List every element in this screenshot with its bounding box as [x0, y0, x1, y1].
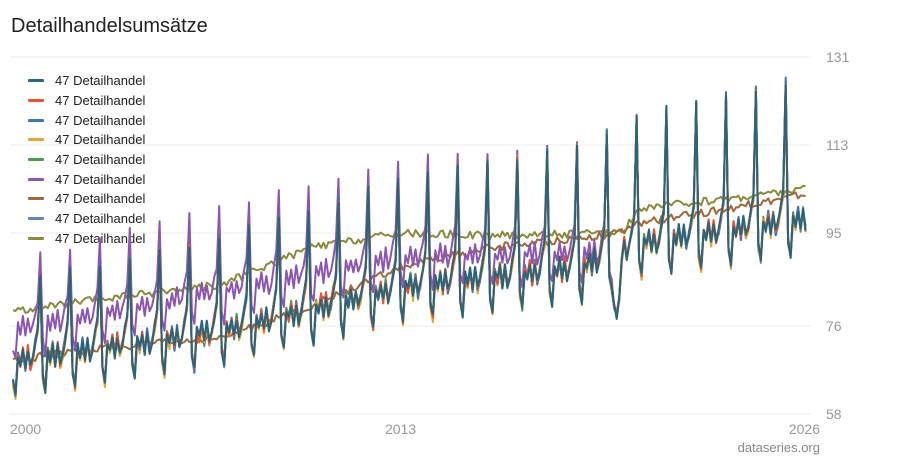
legend-item[interactable]: 47 Detailhandel — [28, 130, 145, 150]
legend-swatch — [28, 99, 44, 103]
series-line — [12, 84, 807, 395]
gridlines — [10, 56, 812, 415]
y-tick-label: 76 — [826, 318, 842, 334]
legend-swatch — [28, 158, 44, 162]
legend-item[interactable]: 47 Detailhandel — [28, 189, 145, 209]
legend-swatch — [28, 236, 44, 240]
legend-item[interactable]: 47 Detailhandel — [28, 209, 145, 229]
legend-item[interactable]: 47 Detailhandel — [28, 169, 145, 189]
y-tick-label: 95 — [826, 225, 842, 241]
y-tick-label: 58 — [826, 406, 842, 422]
series-lines — [12, 76, 807, 400]
x-tick-label: 2000 — [10, 421, 41, 437]
y-tick-label: 113 — [826, 137, 849, 153]
legend-label: 47 Detailhandel — [55, 93, 146, 109]
legend-label: 47 Detailhandel — [55, 132, 146, 148]
legend-item[interactable]: 47 Detailhandel — [28, 150, 145, 170]
legend-item[interactable]: 47 Detailhandel — [28, 71, 145, 91]
legend: 47 Detailhandel 47 Detailhandel 47 Detailh… — [28, 71, 145, 248]
x-axis-ticks: 2000 2013 2026 — [10, 421, 820, 437]
legend-swatch — [28, 197, 44, 201]
legend-label: 47 Detailhandel — [55, 171, 146, 187]
x-tick-label: 2013 — [385, 421, 416, 437]
y-tick-label: 131 — [826, 49, 850, 65]
series-line — [12, 184, 806, 314]
legend-label: 47 Detailhandel — [55, 211, 146, 227]
legend-swatch — [28, 118, 44, 122]
legend-label: 47 Detailhandel — [55, 73, 146, 89]
legend-swatch — [28, 79, 44, 83]
legend-label: 47 Detailhandel — [55, 112, 146, 128]
chart-title: Detailhandelsumsätze — [11, 15, 208, 37]
legend-swatch — [28, 217, 44, 221]
source-credit: dataseries.org — [737, 440, 820, 455]
legend-item[interactable]: 47 Detailhandel — [28, 110, 145, 130]
legend-item[interactable]: 47 Detailhandel — [28, 91, 145, 111]
legend-swatch — [28, 177, 44, 181]
x-tick-label: 2026 — [789, 421, 820, 437]
legend-label: 47 Detailhandel — [55, 191, 146, 207]
legend-label: 47 Detailhandel — [55, 152, 146, 168]
y-axis-ticks: 58 76 95 113 131 — [826, 49, 850, 422]
series-line — [12, 140, 621, 359]
legend-swatch — [28, 138, 44, 142]
